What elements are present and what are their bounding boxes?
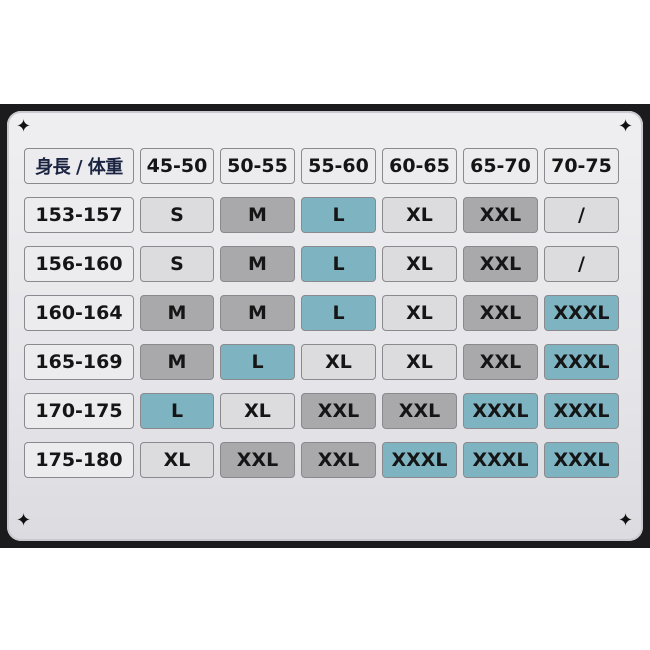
size-cell: XXL [301,393,376,429]
size-cell: XL [382,197,457,233]
size-cell: M [140,344,214,380]
weight-header: 65-70 [463,148,538,184]
size-cell: S [140,246,214,282]
size-cell: XXXL [382,442,457,478]
size-cell: XL [301,344,376,380]
size-cell: XL [220,393,295,429]
size-cell: XXXL [544,295,619,331]
size-cell: L [301,197,376,233]
size-cell: XXXL [544,344,619,380]
height-header: 170-175 [24,393,134,429]
size-cell: XXXL [544,393,619,429]
weight-header: 70-75 [544,148,619,184]
size-cell: XXL [463,197,538,233]
size-cell: M [220,246,295,282]
star-corner-icon: ✦ [16,116,32,137]
star-corner-icon: ✦ [618,116,634,137]
size-cell: XL [140,442,214,478]
weight-header: 50-55 [220,148,295,184]
size-cell: XXXL [544,442,619,478]
size-cell: XXL [463,246,538,282]
size-cell: L [140,393,214,429]
size-cell: XXL [220,442,295,478]
size-cell: XL [382,344,457,380]
size-cell: XXL [301,442,376,478]
size-cell: / [544,246,619,282]
size-cell: XXL [463,295,538,331]
height-header: 165-169 [24,344,134,380]
corner-header: 身長 / 体重 [24,148,134,184]
size-cell: M [140,295,214,331]
size-cell: / [544,197,619,233]
size-cell: XXL [382,393,457,429]
height-header: 153-157 [24,197,134,233]
star-corner-icon: ✦ [16,510,32,531]
size-cell: S [140,197,214,233]
size-cell: XXXL [463,442,538,478]
size-cell: M [220,197,295,233]
height-header: 156-160 [24,246,134,282]
size-cell: L [220,344,295,380]
size-cell: M [220,295,295,331]
size-cell: XXL [463,344,538,380]
size-cell: XL [382,246,457,282]
size-cell: XL [382,295,457,331]
size-cell: L [301,246,376,282]
height-header: 175-180 [24,442,134,478]
size-cell: XXXL [463,393,538,429]
weight-header: 55-60 [301,148,376,184]
star-corner-icon: ✦ [618,510,634,531]
weight-header: 45-50 [140,148,214,184]
size-cell: L [301,295,376,331]
weight-header: 60-65 [382,148,457,184]
height-header: 160-164 [24,295,134,331]
size-table: 身長 / 体重 45-50 50-55 55-60 60-65 65-70 70-75 15… [24,148,619,478]
